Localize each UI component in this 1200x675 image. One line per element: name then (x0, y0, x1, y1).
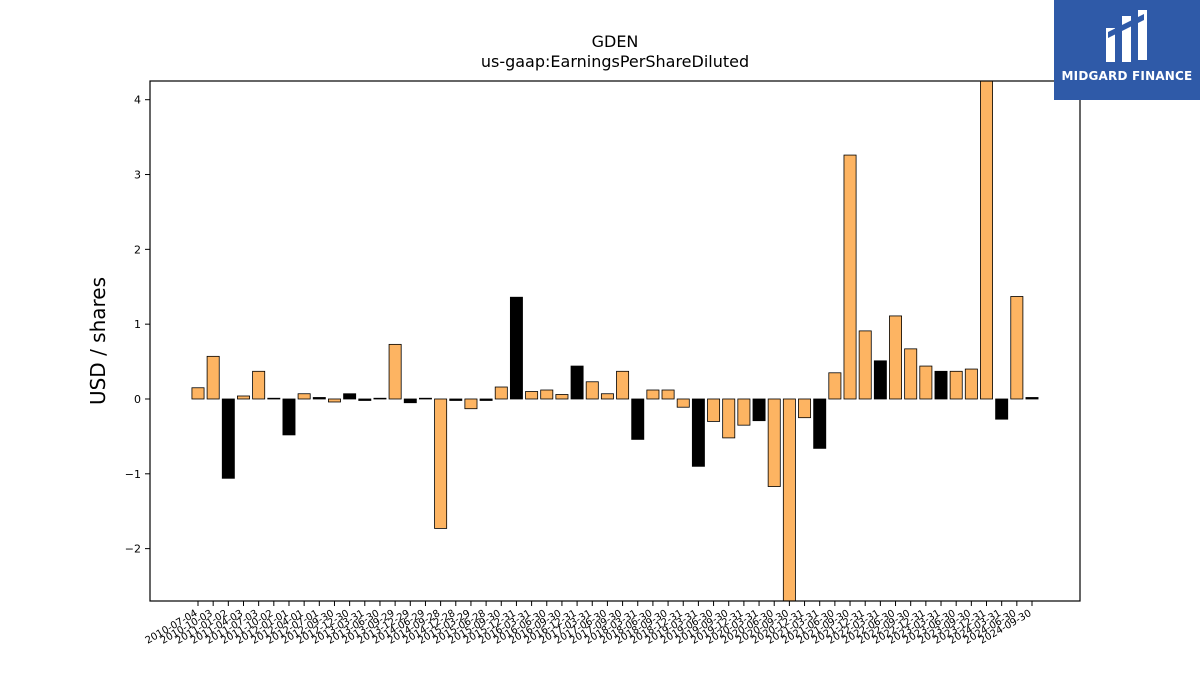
bar-2021-06-30 (828, 372, 842, 400)
bar-2015-09-30 (494, 386, 508, 400)
bar-2019-12-31 (737, 398, 751, 426)
y-tick-label: 4 (134, 94, 141, 107)
bar-2016-03-31 (525, 391, 539, 400)
chart-title: GDEN (591, 32, 639, 51)
bar-2020-09-30 (782, 398, 796, 602)
bar-2012-04-01 (297, 393, 311, 400)
bar-2011-07-03 (252, 370, 266, 400)
x-axis: 2010-07-042010-10-032011-01-022011-04-03… (144, 601, 1034, 647)
bar-2011-01-02 (221, 398, 235, 479)
y-tick-label: 3 (134, 169, 141, 182)
bar-2021-03-31 (813, 398, 827, 449)
bar-2013-03-31 (358, 398, 372, 401)
bar-2022-06-30 (889, 315, 902, 400)
y-tick-label: 2 (134, 243, 141, 256)
bar-2020-06-30 (767, 398, 781, 487)
bar-2012-09-30 (328, 398, 341, 403)
y-tick-label: −2 (125, 543, 141, 556)
bar-2016-09-30 (555, 394, 569, 400)
y-tick-label: 1 (134, 318, 141, 331)
bar-2013-09-29 (388, 343, 402, 400)
y-axis-label: USD / shares (86, 276, 110, 406)
bar-2020-12-31 (798, 398, 812, 419)
bar-2010-10-03 (206, 355, 220, 400)
bar-2021-09-30 (843, 154, 857, 400)
bar-2014-12-28 (449, 398, 463, 401)
bar-2024-03-31 (995, 398, 1009, 420)
bar-2010-07-04 (191, 387, 205, 400)
bar-2018-03-31 (631, 398, 645, 440)
bar-2023-12-31 (980, 80, 993, 400)
bar-2012-07-01 (312, 397, 326, 400)
bar-2024-06-30 (1010, 296, 1024, 400)
bar-2014-06-29 (418, 397, 432, 400)
bar-2013-12-29 (403, 398, 417, 404)
bar-2019-06-30 (707, 398, 721, 422)
chart-subtitle: us-gaap:EarningsPerShareDiluted (480, 52, 750, 71)
bar-2011-10-02 (267, 397, 281, 400)
bar-2018-12-31 (676, 398, 690, 408)
bar-2022-09-30 (904, 348, 918, 400)
y-tick-label: −1 (125, 468, 141, 481)
bar-2013-06-30 (373, 397, 387, 400)
y-axis: −2 −1 0 1 2 3 4 (125, 94, 150, 556)
bar-2023-09-30 (964, 368, 978, 400)
logo-text: MIDGARD FINANCE (1061, 69, 1193, 83)
bar-2023-06-30 (949, 370, 963, 400)
bar-2017-06-30 (600, 393, 614, 400)
bar-2016-12-31 (570, 365, 584, 400)
bar-2015-06-28 (479, 398, 493, 401)
bar-2018-09-30 (661, 389, 675, 400)
bar-2022-03-31 (873, 360, 887, 400)
bar-2017-09-30 (616, 370, 630, 400)
bar-2022-12-31 (919, 365, 933, 400)
bar-2019-03-31 (691, 398, 705, 467)
logo-mark-icon (1106, 10, 1147, 62)
brand-logo: MIDGARD FINANCE (1054, 0, 1200, 100)
bar-2019-09-30 (722, 398, 736, 439)
plot-frame (149, 80, 1081, 602)
y-tick-label: 0 (134, 393, 141, 406)
bar-2012-01-01 (282, 398, 296, 436)
bar-2020-03-31 (752, 398, 766, 422)
bar-2017-03-31 (585, 381, 599, 400)
bar-2021-12-31 (858, 330, 872, 400)
bar-2018-06-30 (646, 389, 660, 400)
bar-2011-04-03 (237, 395, 250, 400)
bar-2024-09-30 (1025, 397, 1039, 400)
bar-2016-06-30 (540, 389, 554, 400)
bar-2015-12-31 (509, 296, 523, 400)
bar-group (191, 80, 1039, 602)
bar-2023-03-31 (934, 370, 948, 400)
bar-2015-03-29 (464, 398, 478, 410)
bar-2014-09-28 (434, 398, 448, 529)
bar-2012-12-30 (343, 393, 357, 400)
